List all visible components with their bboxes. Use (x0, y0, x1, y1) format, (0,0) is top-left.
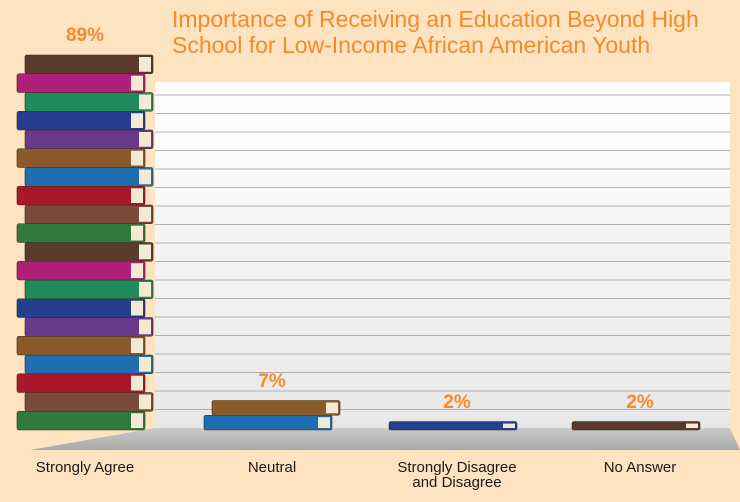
book (16, 185, 146, 206)
book (16, 110, 146, 131)
x-tick-label: Strongly Agree (35, 459, 135, 476)
book (16, 410, 146, 431)
book-pages (131, 338, 143, 353)
book-pages (503, 423, 515, 428)
value-label: 2% (443, 391, 471, 413)
book (16, 223, 146, 243)
book (16, 148, 146, 168)
book (571, 421, 701, 431)
bar (388, 421, 518, 431)
book-pages (131, 225, 143, 241)
book-pages (131, 375, 143, 391)
book (24, 279, 154, 300)
book (24, 167, 154, 187)
book (16, 373, 146, 393)
bars (16, 54, 701, 431)
book (16, 73, 146, 93)
book (388, 421, 518, 431)
x-tick-label: Neutral (247, 459, 297, 476)
book-pages (686, 423, 698, 428)
value-label: 89% (65, 25, 105, 46)
book-pages (139, 169, 151, 185)
book-pages (139, 394, 151, 410)
book-pages (326, 402, 338, 414)
book-pages (131, 75, 143, 91)
book-pages (139, 94, 151, 110)
book-pages (139, 132, 151, 147)
book (24, 92, 154, 112)
book (24, 204, 154, 225)
book-pages (131, 113, 143, 128)
plot-panel (155, 82, 730, 428)
book-pages (139, 244, 151, 260)
x-tick-label: Strongly Disagree and Disagree (397, 459, 517, 491)
book (16, 298, 146, 318)
bar (203, 400, 341, 431)
book-pages (131, 263, 143, 278)
book-pages (131, 413, 143, 428)
book-pages (131, 150, 143, 166)
book (24, 354, 154, 375)
book (24, 392, 154, 412)
book-pages (318, 417, 330, 428)
book-pages (139, 357, 151, 372)
book (211, 400, 341, 416)
value-label: 7% (258, 370, 286, 392)
book (16, 335, 146, 356)
book-pages (139, 57, 151, 72)
value-label: 2% (626, 391, 654, 413)
background-lines (155, 94, 730, 410)
book-pages (139, 207, 151, 222)
book (24, 54, 154, 75)
book (24, 242, 154, 262)
book-pages (139, 319, 151, 335)
bar (16, 54, 154, 431)
book-pages (131, 188, 143, 203)
bar (571, 421, 701, 431)
book (24, 317, 154, 337)
book-pages (139, 282, 151, 297)
book (203, 414, 333, 431)
floor (30, 428, 740, 450)
chart-title: Importance of Receiving an Education Bey… (172, 6, 699, 58)
book (24, 129, 154, 150)
x-tick-label: No Answer (603, 459, 677, 476)
book-pages (131, 300, 143, 316)
book (16, 260, 146, 281)
